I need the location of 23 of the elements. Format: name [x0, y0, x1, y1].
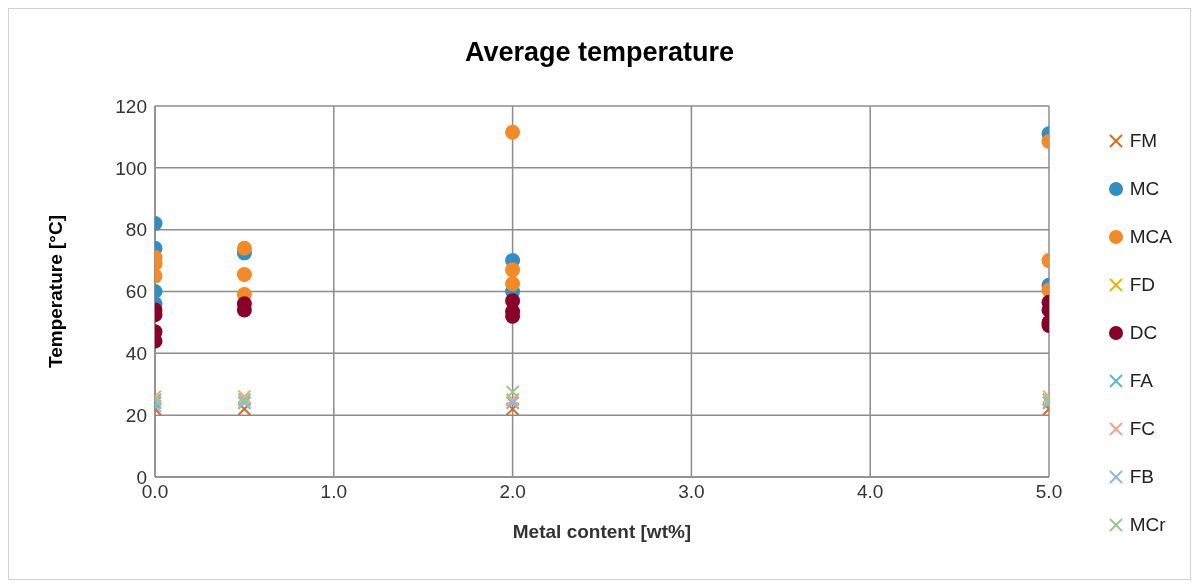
legend-label: FA [1129, 370, 1153, 392]
x-tick-label: 3.0 [678, 481, 705, 503]
legend-label: FM [1129, 130, 1158, 152]
legend-label: MCr [1129, 514, 1166, 536]
y-axis-title: Temperature [°C] [44, 215, 66, 368]
y-tick-label: 100 [115, 157, 147, 179]
y-tick-label: 60 [125, 281, 147, 303]
chart-title: Average temperature [463, 37, 736, 68]
y-tick-label: 80 [125, 219, 147, 241]
x-tick-label: 2.0 [499, 481, 526, 503]
y-tick-label: 20 [125, 404, 147, 426]
y-tick-label: 40 [125, 343, 147, 365]
legend-label: FD [1129, 274, 1156, 296]
legend-label: FC [1129, 418, 1156, 440]
x-tick-label: 1.0 [320, 481, 348, 503]
y-tick-label: 120 [115, 95, 147, 117]
x-tick-label: 4.0 [856, 481, 884, 503]
x-tick-label: 5.0 [1035, 481, 1063, 503]
legend-label: DC [1129, 322, 1158, 344]
legend-label: MC [1129, 178, 1160, 200]
x-axis-title: Metal content [wt%] [512, 521, 692, 543]
legend-label: MCA [1129, 226, 1172, 248]
legend-label: FB [1129, 466, 1155, 488]
